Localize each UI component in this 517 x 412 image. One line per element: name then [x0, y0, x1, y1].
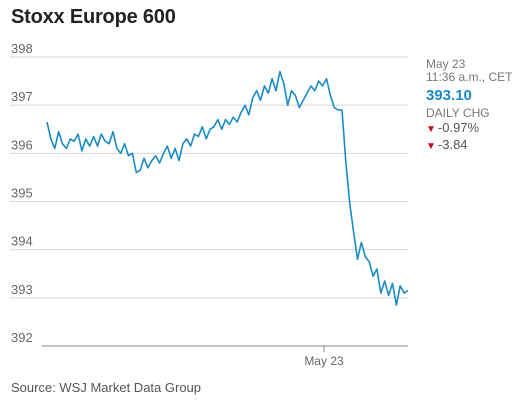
quote-info-panel: May 23 11:36 a.m., CET 393.10 DAILY CHG …	[426, 58, 512, 154]
y-tick-label: 395	[11, 186, 33, 201]
y-tick-label: 397	[11, 89, 33, 104]
y-tick-label: 396	[11, 137, 33, 152]
y-tick-labels: 392 393 394 395 396 397 398	[11, 41, 33, 345]
x-tick-label: May 23	[304, 354, 344, 368]
change-percent-value: -0.97%	[437, 120, 480, 135]
change-points-value: -3.84	[437, 137, 468, 152]
quote-date: May 23	[426, 57, 466, 71]
quote-price: 393.10	[426, 87, 472, 104]
y-tick-label: 394	[11, 234, 33, 249]
grid-lines	[10, 56, 408, 299]
source-note: Source: WSJ Market Data Group	[11, 380, 202, 395]
y-tick-label: 393	[11, 282, 33, 297]
series-line	[46, 70, 409, 306]
daily-change-points: ▼ -3.84	[426, 137, 512, 154]
y-tick-label: 398	[11, 41, 33, 56]
chart-title: Stoxx Europe 600	[11, 6, 176, 28]
down-arrow-icon: ▼	[426, 124, 436, 135]
down-arrow-icon: ▼	[426, 141, 436, 152]
series-line-group	[46, 70, 409, 306]
x-axis: May 23	[42, 345, 408, 368]
y-tick-label: 392	[11, 330, 33, 345]
quote-time: 11:36 a.m., CET	[426, 70, 513, 84]
daily-change-label: DAILY CHG	[426, 106, 490, 120]
daily-change-percent: ▼ -0.97%	[426, 120, 512, 137]
